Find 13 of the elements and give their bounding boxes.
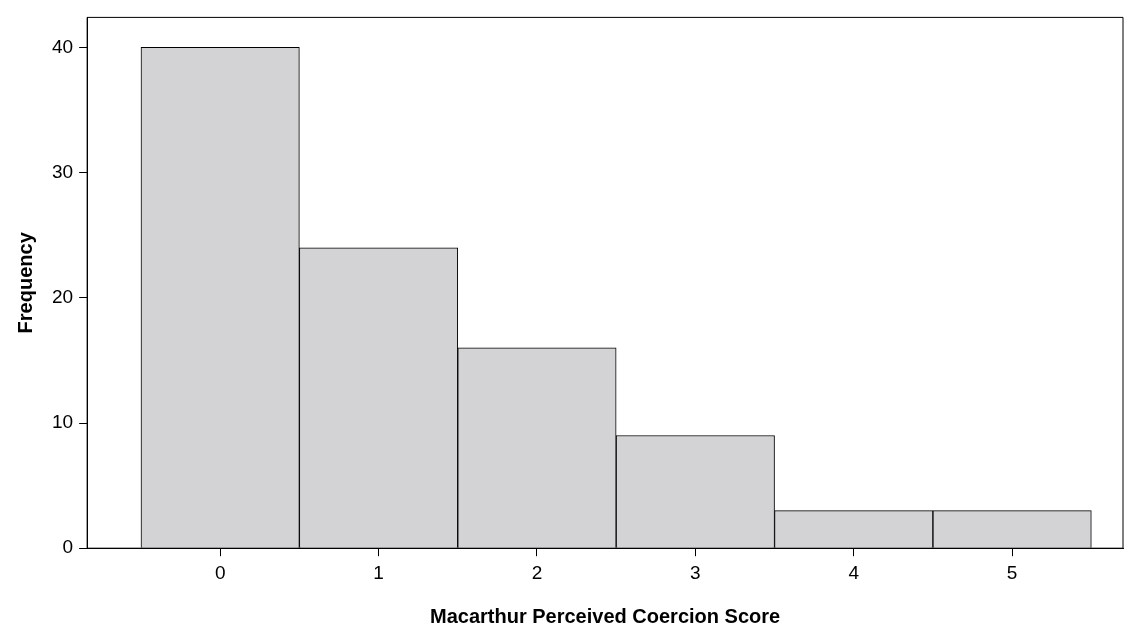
x-tick-label: 1: [373, 561, 384, 583]
x-tick-label: 4: [848, 561, 860, 583]
x-axis-title: Macarthur Perceived Coercion Score: [430, 604, 781, 627]
x-tick-label: 2: [531, 561, 543, 583]
y-tick-label: 20: [51, 286, 74, 308]
x-tick-label: 5: [1006, 561, 1018, 583]
y-tick-label: 10: [51, 411, 74, 433]
y-tick-label: 30: [51, 160, 74, 182]
y-tick-label: 40: [51, 35, 74, 57]
y-tick-label: 0: [62, 536, 74, 558]
x-tick-label: 3: [690, 561, 701, 583]
x-tick-label: 0: [214, 561, 226, 583]
y-axis-title: Frequency: [13, 231, 36, 334]
